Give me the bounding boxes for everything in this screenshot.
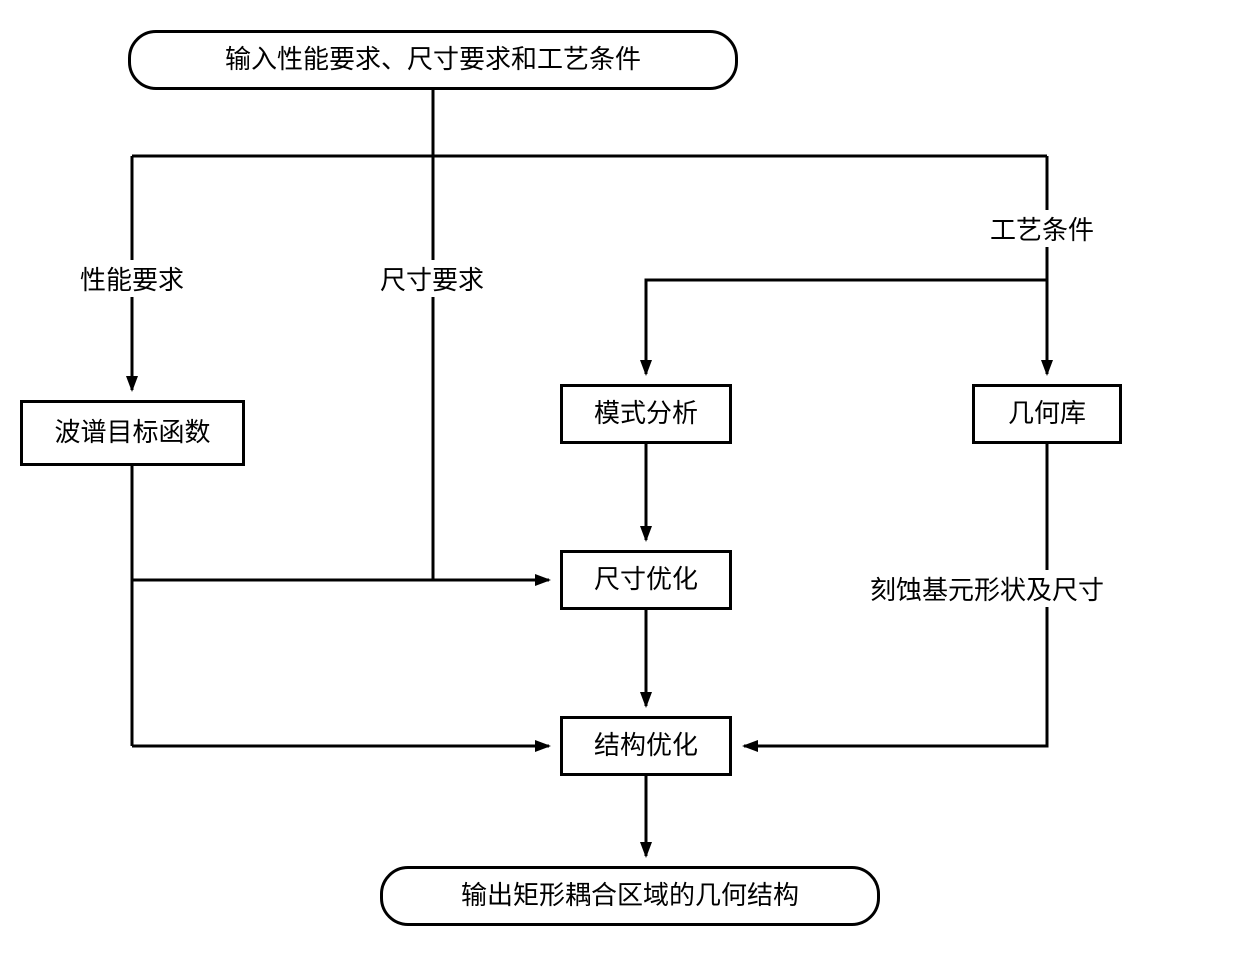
mode-analysis-label: 模式分析 [594, 397, 698, 431]
process-condition-label: 工艺条件 [990, 210, 1094, 247]
edges-svg [0, 0, 1240, 955]
output-terminal-label: 输出矩形耦合区域的几何结构 [461, 879, 799, 913]
output-terminal: 输出矩形耦合区域的几何结构 [380, 866, 880, 926]
structure-optimization-label: 结构优化 [594, 729, 698, 763]
performance-requirement-label: 性能要求 [80, 260, 184, 297]
etch-primitive-label: 刻蚀基元形状及尺寸 [870, 570, 1104, 607]
structure-optimization-box: 结构优化 [560, 716, 732, 776]
dimension-requirement-label: 尺寸要求 [380, 260, 484, 297]
input-terminal: 输入性能要求、尺寸要求和工艺条件 [128, 30, 738, 90]
spectrum-objective-label: 波谱目标函数 [54, 416, 210, 450]
size-optimization-box: 尺寸优化 [560, 550, 732, 610]
edge-e_to_size_v [433, 156, 549, 580]
mode-analysis-box: 模式分析 [560, 384, 732, 444]
size-optimization-label: 尺寸优化 [594, 563, 698, 597]
spectrum-objective-box: 波谱目标函数 [20, 400, 245, 466]
input-terminal-label: 输入性能要求、尺寸要求和工艺条件 [225, 43, 641, 77]
edge-e_proc_split [646, 280, 1047, 374]
flowchart-canvas: 输入性能要求、尺寸要求和工艺条件 波谱目标函数 模式分析 几何库 尺寸优化 结构… [0, 0, 1240, 955]
geometry-library-label: 几何库 [1008, 397, 1086, 431]
geometry-library-box: 几何库 [972, 384, 1122, 444]
